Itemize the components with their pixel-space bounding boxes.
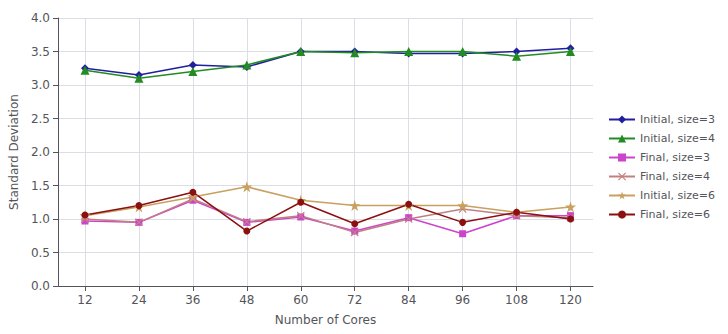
svg-text:Final, size=4: Final, size=4 xyxy=(640,170,710,183)
svg-text:4.0: 4.0 xyxy=(31,11,50,25)
svg-text:24: 24 xyxy=(131,293,146,307)
svg-text:Final, size=3: Final, size=3 xyxy=(640,151,710,164)
svg-text:48: 48 xyxy=(239,293,254,307)
svg-text:Standard Deviation: Standard Deviation xyxy=(7,94,21,210)
svg-text:108: 108 xyxy=(505,293,528,307)
svg-text:0.0: 0.0 xyxy=(31,279,50,293)
svg-text:0.5: 0.5 xyxy=(31,246,50,260)
svg-text:Number of Cores: Number of Cores xyxy=(275,313,376,327)
svg-text:Initial, size=3: Initial, size=3 xyxy=(640,113,715,126)
svg-text:72: 72 xyxy=(347,293,362,307)
svg-text:84: 84 xyxy=(401,293,416,307)
svg-text:96: 96 xyxy=(455,293,470,307)
svg-text:2.5: 2.5 xyxy=(31,112,50,126)
svg-text:1.0: 1.0 xyxy=(31,212,50,226)
svg-text:3.0: 3.0 xyxy=(31,78,50,92)
svg-text:36: 36 xyxy=(185,293,200,307)
svg-text:Initial, size=4: Initial, size=4 xyxy=(640,132,715,145)
svg-text:Initial, size=6: Initial, size=6 xyxy=(640,189,715,202)
svg-text:12: 12 xyxy=(77,293,92,307)
svg-text:3.5: 3.5 xyxy=(31,45,50,59)
svg-text:Final, size=6: Final, size=6 xyxy=(640,208,710,221)
svg-text:120: 120 xyxy=(559,293,582,307)
svg-text:2.0: 2.0 xyxy=(31,145,50,159)
svg-text:60: 60 xyxy=(293,293,308,307)
svg-text:1.5: 1.5 xyxy=(31,179,50,193)
